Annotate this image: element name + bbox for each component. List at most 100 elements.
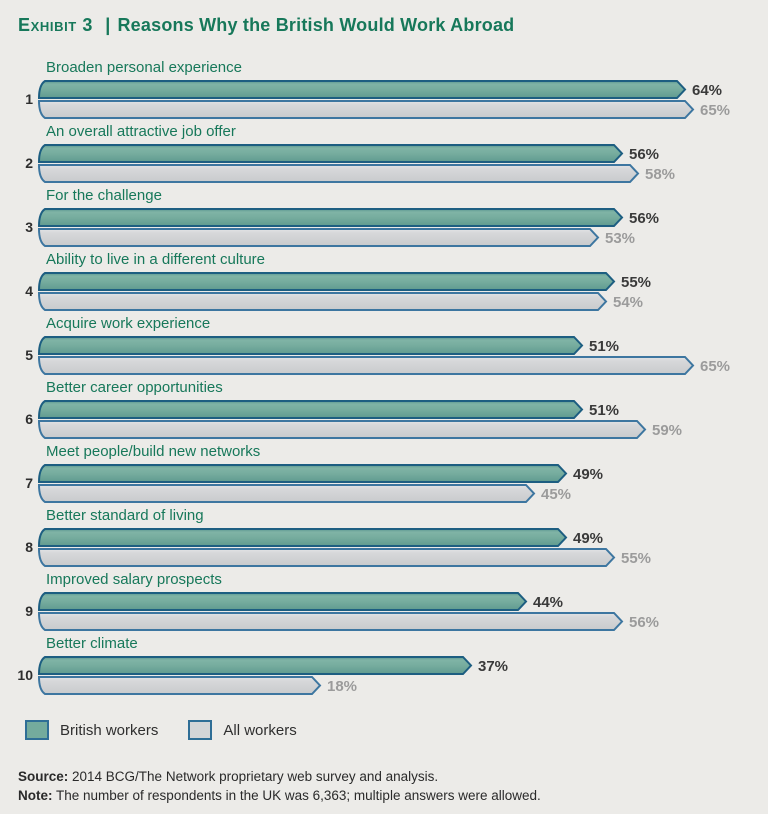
value-label-all: 58% <box>645 166 675 183</box>
bar-all-workers <box>37 292 608 311</box>
rank-number: 1 <box>25 91 33 107</box>
bar-all-workers <box>37 100 695 119</box>
value-label-all: 56% <box>629 614 659 631</box>
bar-british-workers <box>37 464 568 483</box>
value-label-all: 18% <box>327 678 357 695</box>
bar-all-workers <box>37 164 640 183</box>
value-label-all: 45% <box>541 486 571 503</box>
bar-all-workers <box>37 676 322 695</box>
bar-line: 6 51% 59% <box>2 399 768 440</box>
bar-all-workers <box>37 548 616 567</box>
legend-item-all-workers: All workers <box>188 720 297 740</box>
rank-number: 7 <box>25 475 33 491</box>
page-title: Exhibit 3 | Reasons Why the British Would… <box>18 15 750 36</box>
chart-row: Broaden personal experience 1 64% 65% <box>2 57 768 121</box>
bar-pair-svg: 49% 45% <box>37 464 603 503</box>
bar-line: 2 56% 58% <box>2 143 768 184</box>
bar-pair-svg: 55% 54% <box>37 272 651 311</box>
bar-all-workers <box>37 228 600 247</box>
note-line: Note: The number of respondents in the U… <box>18 786 768 805</box>
category-label: An overall attractive job offer <box>46 123 236 140</box>
title-separator: | <box>105 15 111 35</box>
bar-line: 8 49% 55% <box>2 527 768 568</box>
chart-rows: Broaden personal experience 1 64% 65% An… <box>0 57 768 697</box>
bar-pair-svg: 51% 65% <box>37 336 730 375</box>
value-label-british: 56% <box>629 146 659 163</box>
rank-number: 3 <box>25 219 33 235</box>
value-label-all: 54% <box>613 294 643 311</box>
bar-line: 3 56% 53% <box>2 207 768 248</box>
chart-row: Better career opportunities 6 51% 59% <box>2 377 768 441</box>
chart-row: An overall attractive job offer 2 56% 58… <box>2 121 768 185</box>
bar-pair-svg: 56% 58% <box>37 144 675 183</box>
category-label: For the challenge <box>46 187 162 204</box>
bar-british-workers <box>37 400 584 419</box>
bar-british-workers <box>37 144 624 163</box>
bar-line: 9 44% 56% <box>2 591 768 632</box>
category-label: Improved salary prospects <box>46 571 222 588</box>
value-label-british: 37% <box>478 658 508 675</box>
rank-number: 2 <box>25 155 33 171</box>
bar-pair-svg: 37% 18% <box>37 656 508 695</box>
chart-row: Improved salary prospects 9 44% 56% <box>2 569 768 633</box>
bar-pair-svg: 49% 55% <box>37 528 651 567</box>
bar-line: 7 49% 45% <box>2 463 768 504</box>
bar-british-workers <box>37 80 687 99</box>
value-label-british: 56% <box>629 210 659 227</box>
chart-header: Exhibit 3 | Reasons Why the British Would… <box>0 15 768 57</box>
value-label-british: 51% <box>589 338 619 355</box>
value-label-british: 44% <box>533 594 563 611</box>
chart-title: Reasons Why the British Would Work Abroa… <box>117 15 515 35</box>
bottom-margin <box>0 814 768 822</box>
bar-british-workers <box>37 208 624 227</box>
source-line: Source: 2014 BCG/The Network proprietary… <box>18 767 768 786</box>
bar-british-workers <box>37 528 568 547</box>
rank-number: 4 <box>25 283 33 299</box>
bar-line: 5 51% 65% <box>2 335 768 376</box>
value-label-british: 55% <box>621 274 651 291</box>
bar-british-workers <box>37 592 528 611</box>
bar-pair-svg: 56% 53% <box>37 208 659 247</box>
bar-pair-svg: 44% 56% <box>37 592 659 631</box>
value-label-all: 65% <box>700 102 730 119</box>
chart-row: Meet people/build new networks 7 49% 45% <box>2 441 768 505</box>
chart-row: Better climate 10 37% 18% <box>2 633 768 697</box>
chart-row: For the challenge 3 56% 53% <box>2 185 768 249</box>
exhibit-label: Exhibit 3 <box>18 15 94 35</box>
bar-all-workers <box>37 420 647 439</box>
bar-british-workers <box>37 656 473 675</box>
legend-swatch-british-icon <box>25 720 49 740</box>
bar-pair-svg: 51% 59% <box>37 400 682 439</box>
bar-pair-svg: 64% 65% <box>37 80 730 119</box>
note-text: The number of respondents in the UK was … <box>52 788 541 803</box>
value-label-british: 49% <box>573 530 603 547</box>
category-label: Better standard of living <box>46 507 204 524</box>
bar-british-workers <box>37 336 584 355</box>
value-label-all: 65% <box>700 358 730 375</box>
value-label-british: 51% <box>589 402 619 419</box>
rank-number: 10 <box>17 667 33 683</box>
value-label-british: 49% <box>573 466 603 483</box>
value-label-all: 55% <box>621 550 651 567</box>
source-text: 2014 BCG/The Network proprietary web sur… <box>68 769 439 784</box>
bar-line: 1 64% 65% <box>2 79 768 120</box>
category-label: Better climate <box>46 635 138 652</box>
rank-number: 6 <box>25 411 33 427</box>
category-label: Meet people/build new networks <box>46 443 261 460</box>
rank-number: 9 <box>25 603 33 619</box>
bar-line: 4 55% 54% <box>2 271 768 312</box>
legend-label: All workers <box>223 721 297 739</box>
value-label-all: 53% <box>605 230 635 247</box>
category-label: Better career opportunities <box>46 379 223 396</box>
note-label: Note: <box>18 788 53 803</box>
chart-row: Better standard of living 8 49% 55% <box>2 505 768 569</box>
legend-label: British workers <box>60 721 159 739</box>
value-label-british: 64% <box>692 82 722 99</box>
bar-all-workers <box>37 484 536 503</box>
category-label: Broaden personal experience <box>46 59 242 76</box>
legend-item-british-workers: British workers <box>25 720 158 740</box>
chart-footer: Source: 2014 BCG/The Network proprietary… <box>0 767 768 805</box>
rank-number: 5 <box>25 347 33 363</box>
